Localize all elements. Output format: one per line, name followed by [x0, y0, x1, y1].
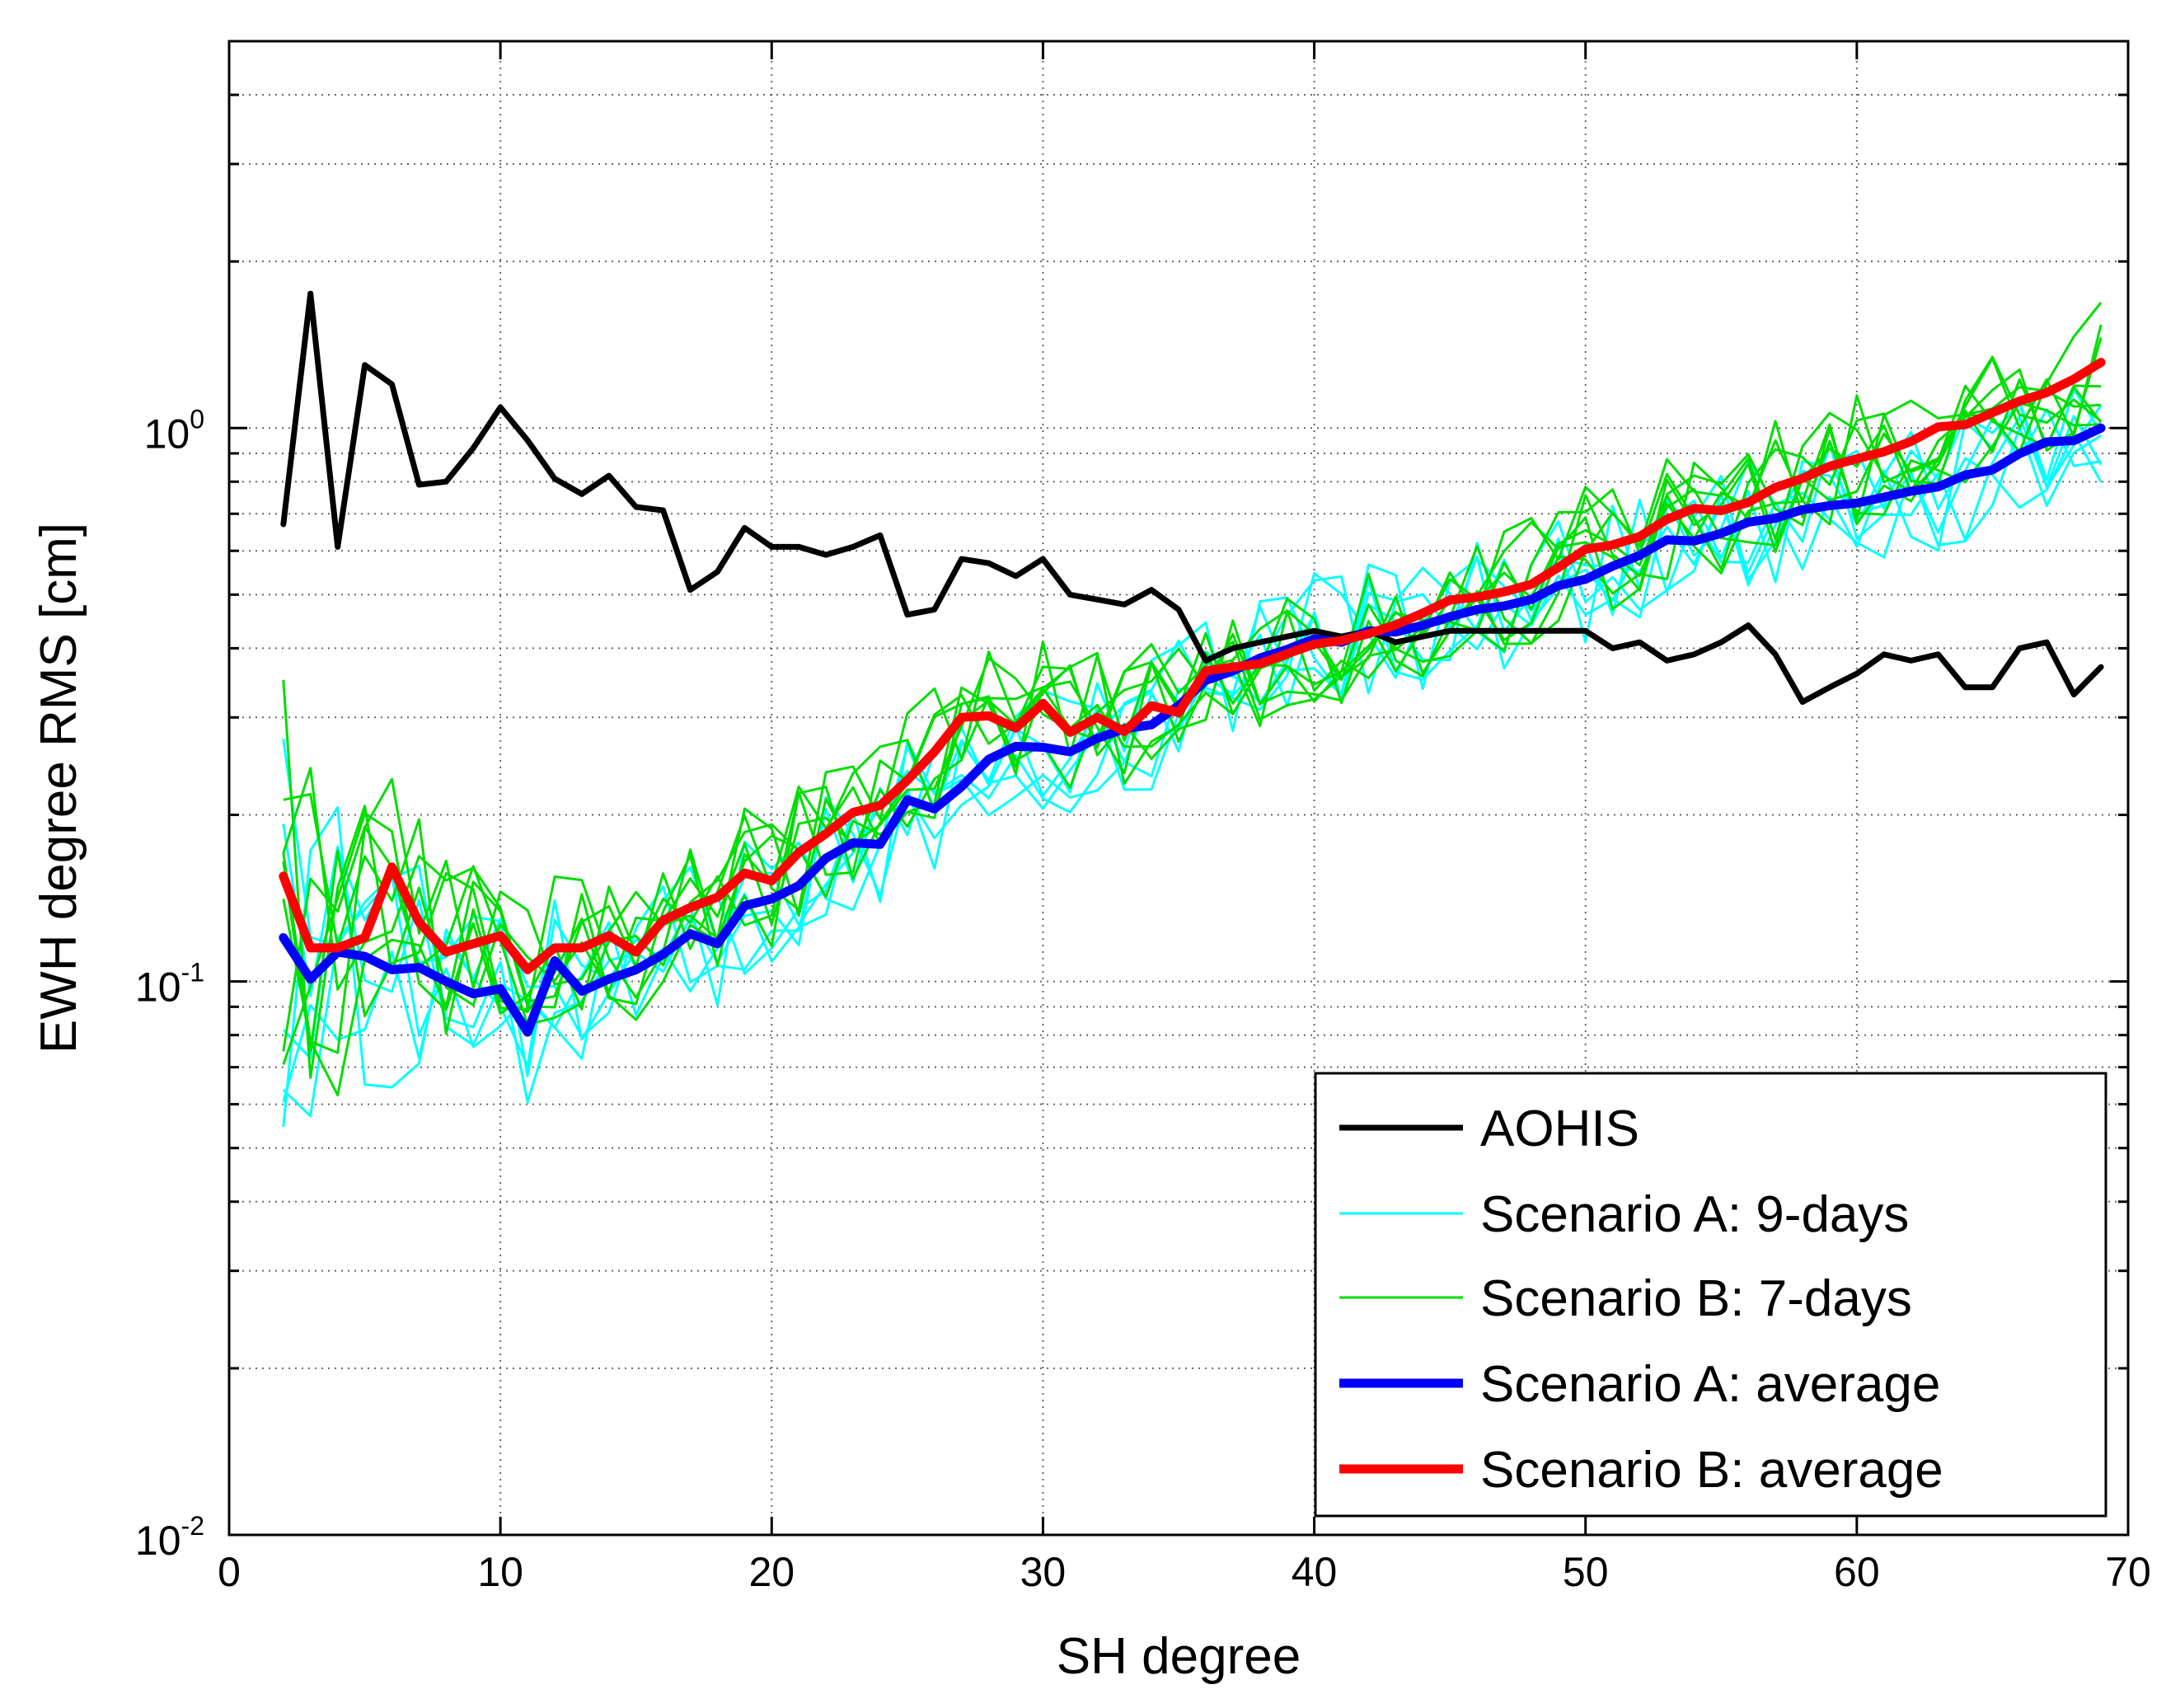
x-tick-label: 30	[1020, 1549, 1067, 1595]
legend-label-scenario-a-9-days: Scenario A: 9-days	[1480, 1186, 1909, 1243]
axis-ticks: 0 10 20 30 40 50 60 70 10-2 10-1 100	[135, 40, 2151, 1595]
legend-box	[1314, 1072, 2107, 1518]
legend-label-aohis: AOHIS	[1480, 1100, 1639, 1157]
x-tick-label: 60	[1834, 1549, 1880, 1595]
x-axis-title: SH degree	[1057, 1628, 1301, 1685]
legend-entry-scenario-a-average: Scenario A: average	[1339, 1356, 1940, 1413]
scenario-b-7-days-line	[283, 355, 2103, 1035]
scenario-a-9-days-line	[282, 426, 2102, 1049]
x-tick-label: 20	[748, 1549, 795, 1595]
legend-label-scenario-b-7-days: Scenario B: 7-days	[1480, 1270, 1912, 1327]
scenario-b-7-days-line	[282, 401, 2102, 1096]
x-tick-label: 0	[218, 1549, 241, 1595]
series-line-scenario-b-average	[279, 358, 2106, 974]
legend-entry-scenario-b-7-days: Scenario B: 7-days	[1339, 1270, 1912, 1327]
scenario-b-7-days-line	[282, 302, 2103, 1053]
plot-frame	[227, 40, 2130, 1537]
y-tick-label: 10-2	[135, 1511, 204, 1564]
y-axis-title: EWH degree RMS [cm]	[30, 523, 87, 1053]
legend-entry-scenario-a-9-days: Scenario A: 9-days	[1339, 1186, 1909, 1243]
x-tick-label: 10	[477, 1549, 523, 1595]
x-tick-label: 70	[2105, 1549, 2151, 1595]
legend-label-scenario-a-average: Scenario A: average	[1480, 1356, 1940, 1413]
legend-entry-scenario-b-average: Scenario B: average	[1339, 1442, 1943, 1499]
y-tick-label: 100	[144, 404, 204, 457]
legend-entry-aohis: AOHIS	[1339, 1100, 1639, 1157]
legend: AOHIS Scenario A: 9-days Scenario B: 7-d…	[1314, 1072, 2107, 1518]
x-tick-label: 40	[1292, 1549, 1338, 1595]
legend-label-scenario-b-average: Scenario B: average	[1480, 1442, 1943, 1499]
x-tick-label: 50	[1563, 1549, 1609, 1595]
data-series	[279, 290, 2106, 1037]
y-tick-label: 10-1	[135, 958, 204, 1011]
grid-lines	[229, 41, 2128, 1535]
series-line-aohis	[280, 290, 2104, 705]
